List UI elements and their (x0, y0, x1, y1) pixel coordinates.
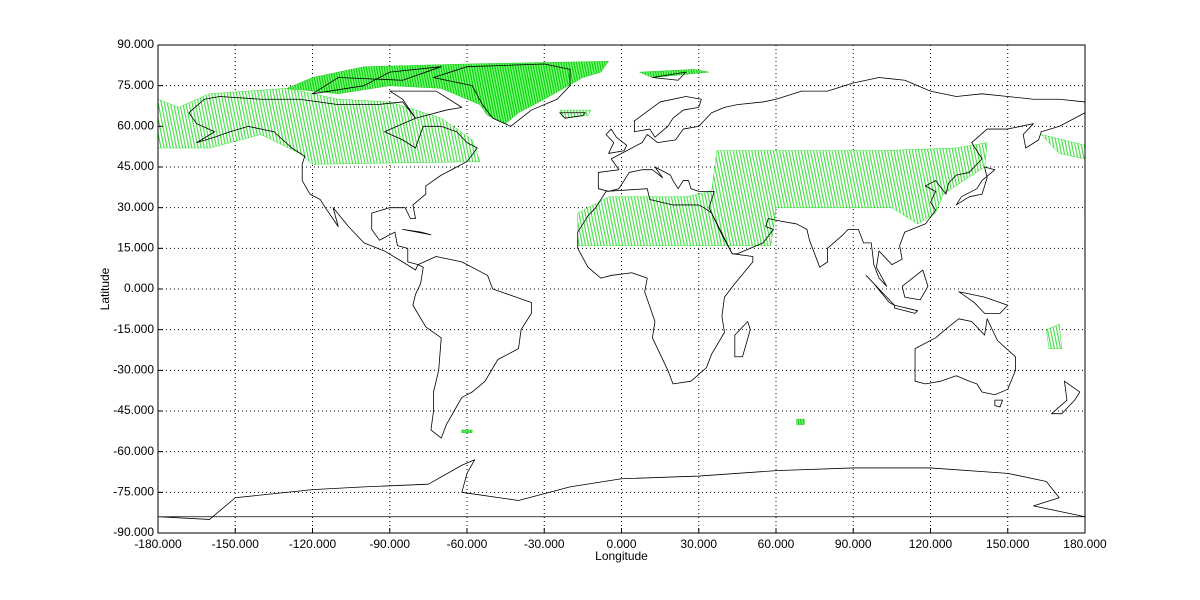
swath-islands (797, 419, 805, 424)
coastline (560, 113, 586, 118)
y-tick-label: -60.000 (113, 444, 154, 458)
y-tick-label: 15.000 (117, 241, 154, 255)
y-tick-label: 60.000 (117, 119, 154, 133)
x-tick-label: -90.000 (369, 537, 410, 551)
y-tick-label: -45.000 (113, 403, 154, 417)
coastline (1052, 381, 1080, 414)
x-tick-label: 90.000 (835, 537, 872, 551)
coastline (606, 129, 627, 153)
map-layer (158, 61, 1085, 519)
coastline (413, 256, 531, 438)
coastline (959, 292, 1008, 314)
coastline (866, 275, 894, 305)
coastline (735, 322, 750, 357)
coastline (894, 305, 917, 313)
x-tick-label: -60.000 (447, 537, 488, 551)
coastline (189, 97, 477, 271)
coastline (158, 460, 1085, 520)
y-tick-label: 75.000 (117, 78, 154, 92)
y-tick-label: -75.000 (113, 485, 154, 499)
coastline (915, 319, 1015, 395)
coastline (390, 91, 462, 118)
swath-america (158, 88, 480, 164)
coastline (598, 78, 1085, 287)
x-axis-label: Longitude (595, 549, 648, 563)
swath-svalbard (640, 69, 710, 77)
coastline (313, 67, 442, 94)
x-tick-label: 120.000 (909, 537, 953, 551)
swath-iceland (560, 110, 591, 118)
x-tick-label: 0.000 (606, 537, 636, 551)
x-tick-label: 150.000 (986, 537, 1030, 551)
coastline (902, 270, 928, 300)
y-tick-label: -90.000 (113, 525, 154, 539)
swath-islands (1046, 324, 1061, 348)
coastline (634, 97, 701, 138)
x-tick-label: -150.000 (212, 537, 260, 551)
x-tick-label: -120.000 (289, 537, 337, 551)
swath-eurasia (578, 143, 987, 246)
y-tick-label: -15.000 (113, 322, 154, 336)
x-tick-label: 30.000 (680, 537, 717, 551)
y-axis-label: Latitude (98, 267, 112, 310)
x-tick-label: -180.000 (134, 537, 182, 551)
y-tick-label: -30.000 (113, 363, 154, 377)
coastline (995, 400, 1003, 407)
coastline (956, 167, 995, 205)
y-tick-label: 90.000 (117, 37, 154, 51)
coastline (403, 229, 431, 234)
x-tick-label: 60.000 (758, 537, 795, 551)
y-tick-label: 0.000 (124, 281, 154, 295)
y-tick-label: 30.000 (117, 200, 154, 214)
x-tick-label: -30.000 (524, 537, 565, 551)
y-tick-label: 45.000 (117, 159, 154, 173)
coastline (578, 189, 753, 384)
x-tick-label: 180.000 (1063, 537, 1107, 551)
coastline (652, 72, 685, 80)
swath-islands (462, 430, 472, 433)
coastline (434, 64, 570, 126)
swath-arctic (287, 61, 609, 123)
